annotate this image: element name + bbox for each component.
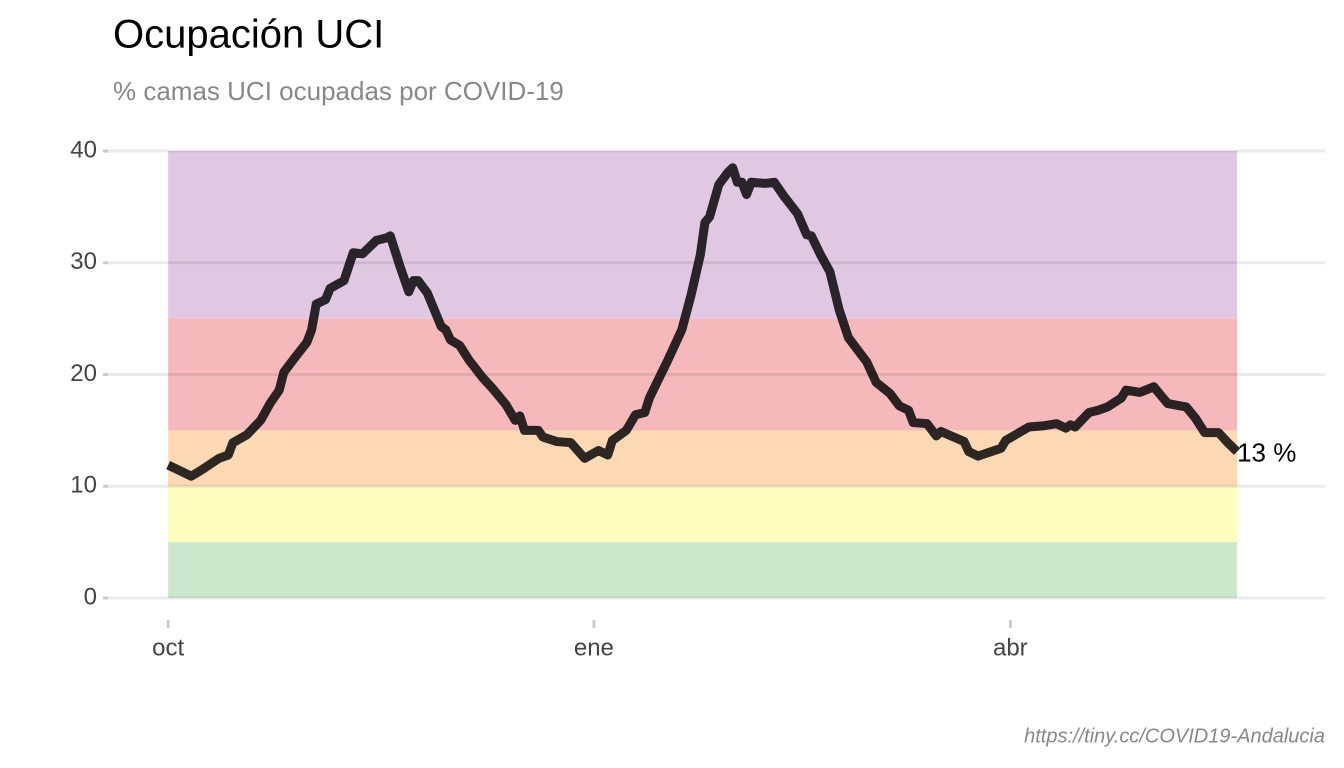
x-tick-label: abr [993, 634, 1028, 661]
y-tick-label: 0 [84, 583, 97, 610]
band [168, 430, 1238, 487]
x-tick-label: oct [152, 634, 184, 661]
band [168, 318, 1238, 431]
y-tick-label: 30 [70, 248, 97, 275]
y-tick-label: 20 [70, 360, 97, 387]
y-tick-label: 10 [70, 472, 97, 499]
chart-subtitle: % camas UCI ocupadas por COVID-19 [113, 76, 564, 106]
chart-title: Ocupación UCI [113, 13, 384, 57]
end-label: 13 % [1237, 437, 1296, 467]
caption: https://tiny.cc/COVID19-Andalucia [1024, 725, 1325, 747]
band [168, 542, 1238, 598]
x-tick-label: ene [574, 634, 614, 661]
y-tick-label: 40 [70, 136, 97, 163]
band [168, 486, 1238, 543]
line [166, 163, 1241, 481]
